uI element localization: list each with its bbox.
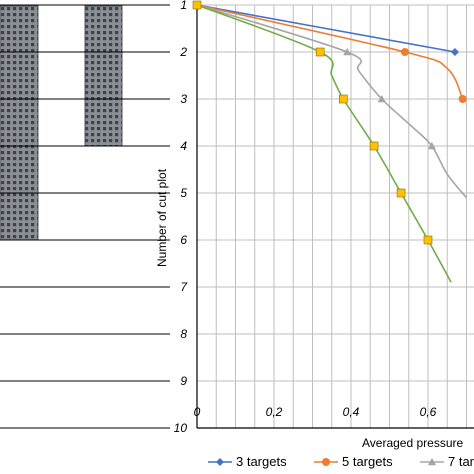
- y-tick-label: 5: [180, 186, 187, 200]
- x-tick-label: 0,2: [266, 405, 283, 419]
- data-point: [423, 235, 433, 245]
- y-tick-label: 8: [180, 327, 187, 341]
- data-point: [400, 48, 409, 56]
- legend-item: 7 targets: [420, 454, 474, 469]
- data-point: [427, 142, 436, 150]
- data-point: [450, 48, 459, 56]
- x-tick-label: 0,4: [343, 405, 360, 419]
- tick-labels: 1 2 3 4 5 6 7 8 9 10 0 0,2 0,4 0,6: [174, 0, 437, 435]
- series-line: [196, 4, 464, 100]
- y-tick-label: 3: [180, 92, 187, 106]
- y-tick-label: 4: [180, 139, 187, 153]
- series-line: [196, 4, 452, 283]
- y-axis-label: Number of cut plot: [155, 168, 169, 267]
- series-1: [193, 1, 459, 56]
- data-point: [315, 47, 325, 57]
- y-tick-label: 2: [179, 45, 187, 59]
- legend: 3 targets 5 targets 7 targets: [208, 454, 474, 469]
- data-point: [192, 0, 202, 10]
- x-tick-label: 0,6: [420, 405, 437, 419]
- series: [192, 0, 468, 283]
- legend-label: 5 targets: [342, 454, 393, 469]
- data-point: [322, 458, 330, 466]
- y-tick-label: 7: [180, 280, 188, 294]
- data-point: [377, 95, 386, 103]
- data-point: [369, 141, 379, 151]
- cut-plot-level-lines: [0, 4, 170, 429]
- axes: [196, 5, 474, 429]
- cut-plot-image-strip: [0, 5, 123, 241]
- legend-item: 5 targets: [314, 454, 393, 469]
- cut-plot-column-left: [0, 5, 39, 241]
- data-point: [338, 94, 348, 104]
- series-line: [196, 4, 456, 53]
- data-point: [216, 458, 224, 466]
- data-point: [396, 188, 406, 198]
- cut-plot-column-right: [84, 5, 123, 147]
- series-line: [196, 4, 468, 199]
- y-tick-label: 6: [180, 233, 187, 247]
- legend-label: 7 targets: [448, 454, 474, 469]
- y-tick-label: 1: [180, 0, 187, 12]
- y-tick-label: 10: [174, 421, 188, 435]
- x-axis-label: Averaged pressure: [362, 436, 464, 450]
- x-tick-label: 0: [194, 405, 201, 419]
- grid: [197, 4, 474, 429]
- series-4: [192, 0, 452, 283]
- legend-label: 3 targets: [236, 454, 287, 469]
- data-point: [428, 458, 436, 466]
- y-tick-label: 9: [180, 374, 187, 388]
- legend-item: 3 targets: [208, 454, 287, 469]
- data-point: [343, 48, 352, 56]
- data-point: [458, 95, 467, 103]
